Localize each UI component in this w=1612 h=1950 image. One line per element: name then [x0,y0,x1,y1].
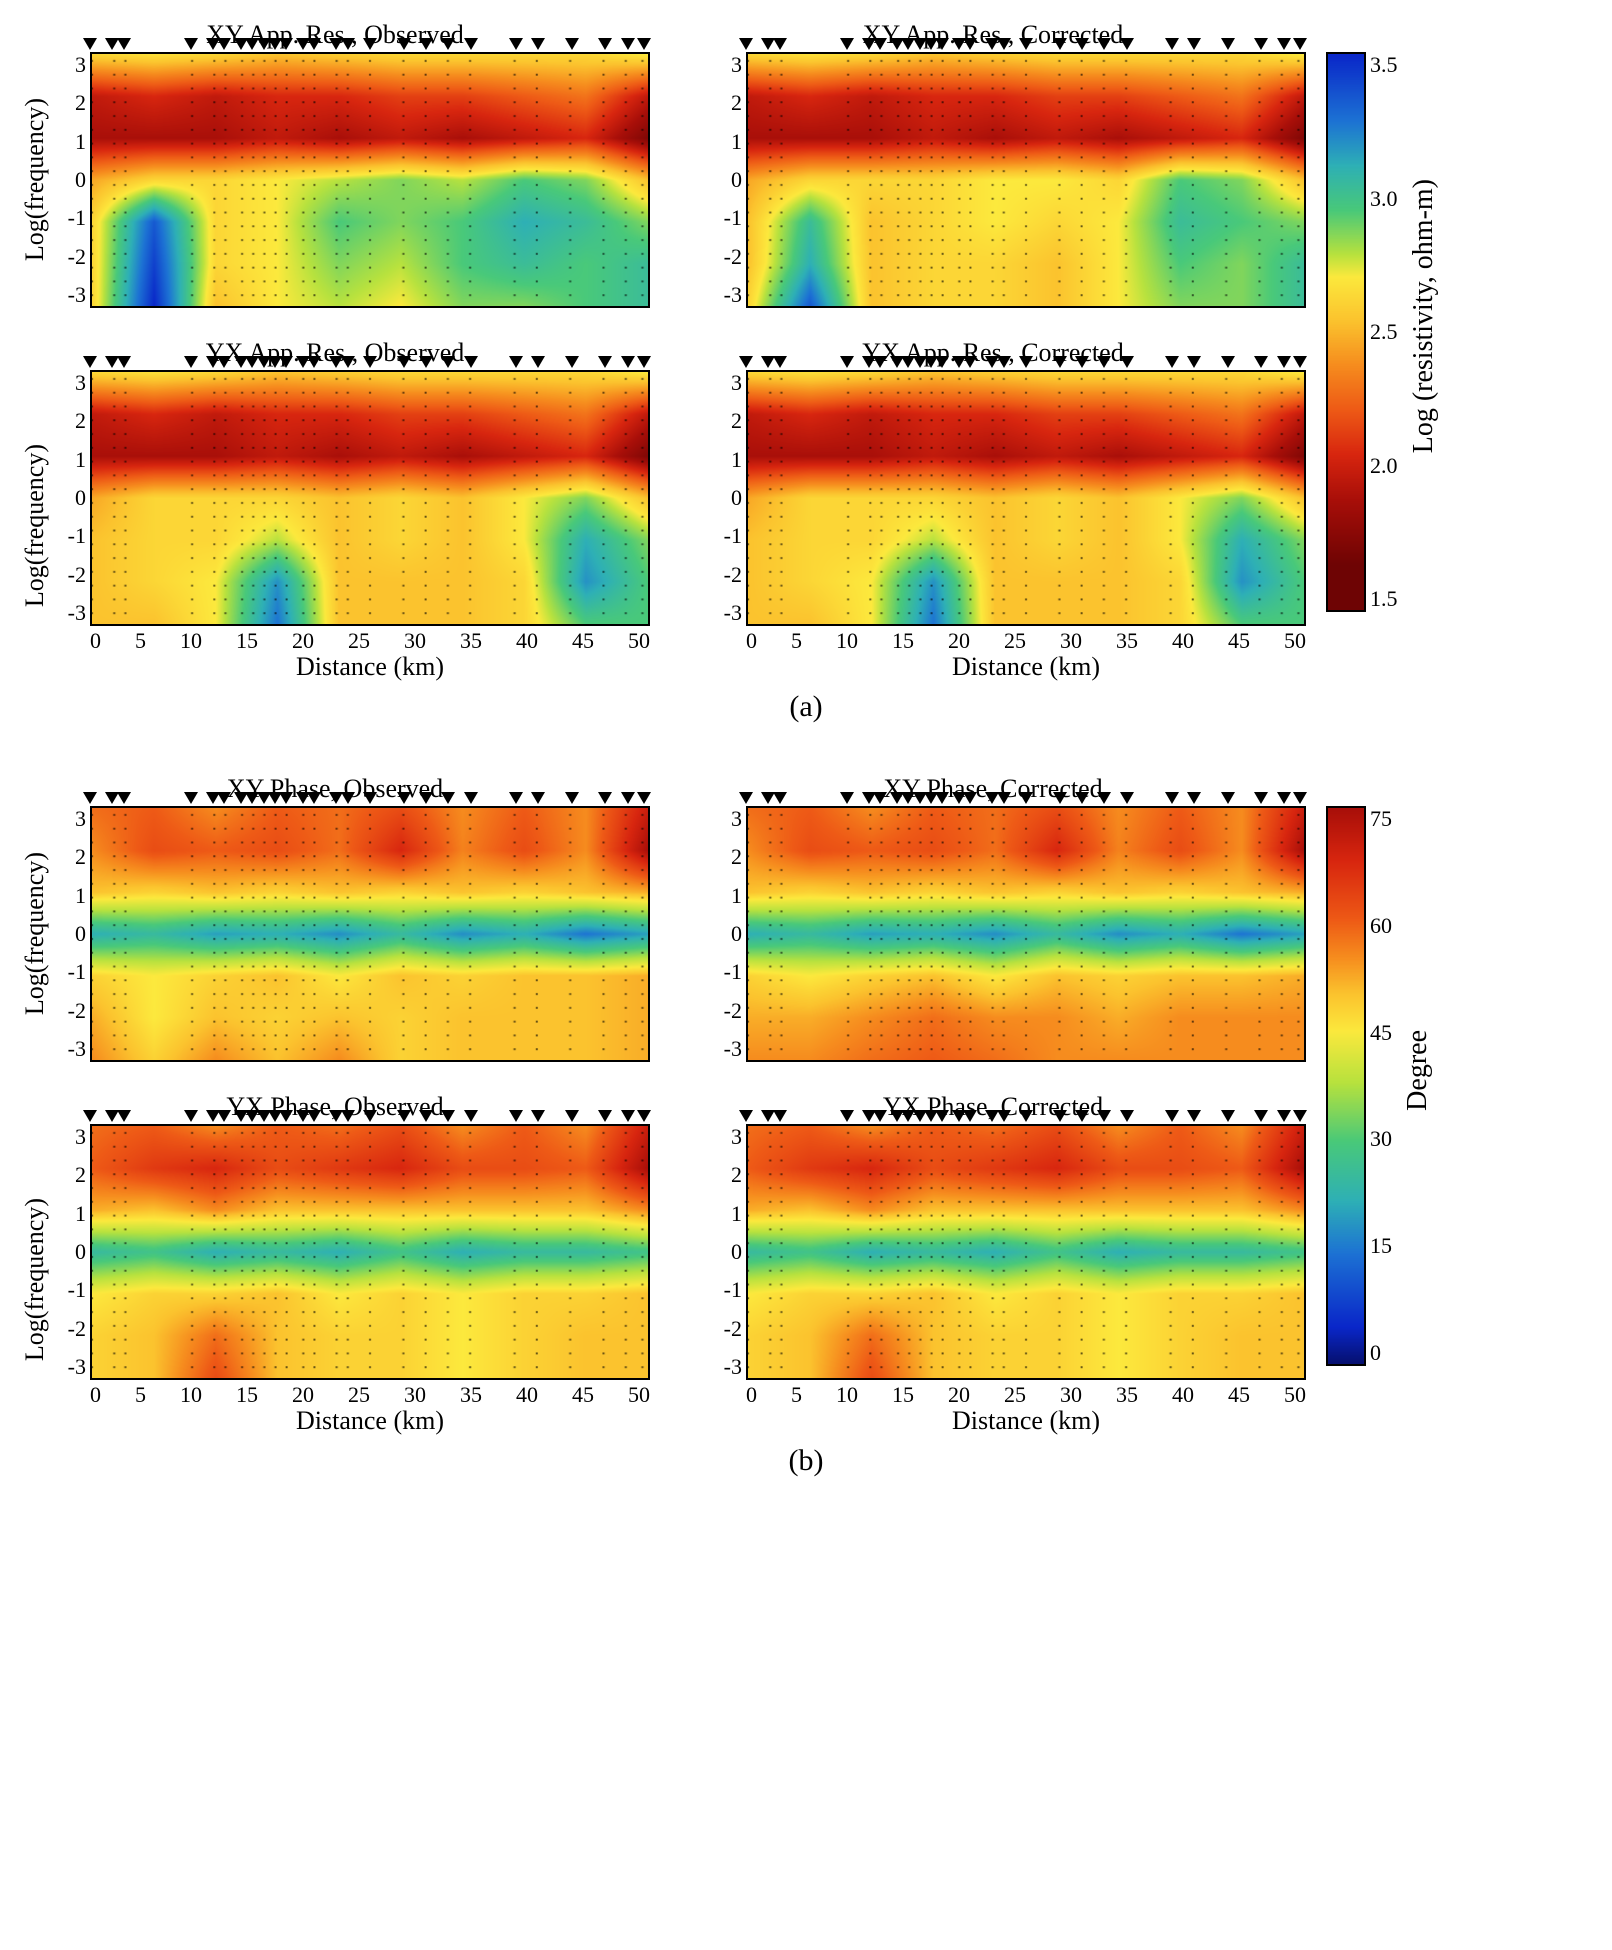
panel-xy-corrected: XY App. Res., Corrected 3210-1-2-3 [680,20,1306,308]
colorbar-resistivity: 3.53.02.52.01.5 Log (resistivity, ohm-m) [1326,20,1440,612]
panel-xy-observed: XY App. Res., Observed Log(frequency) 32… [20,20,650,308]
panel-xy-phase-observed: XY Phase, Observed Log(frequency) 3210-1… [20,774,650,1062]
figure-a: XY App. Res., Observed Log(frequency) 32… [20,20,1592,724]
xticks: 05101520253035404550 [746,1380,1306,1408]
panel-title: YX App. Res., Corrected [862,338,1123,368]
subfig-label: (a) [20,690,1592,724]
panel-yx-observed: YX App. Res., Observed Log(frequency) 32… [20,338,650,682]
xticks: 05101520253035404550 [90,626,650,654]
panel-title: XY App. Res., Observed [206,20,464,50]
pseudosection-canvas [90,1124,650,1380]
yticks: 3210-1-2-3 [710,52,746,308]
figure-b: XY Phase, Observed Log(frequency) 3210-1… [20,774,1592,1478]
colorbar-label: Degree [1402,1030,1434,1111]
panel-title: XY Phase, Corrected [883,774,1102,804]
yticks: 3210-1-2-3 [54,806,90,1062]
xlabel: Distance (km) [90,1406,650,1436]
colorbar-phase: 75604530150 Degree [1326,774,1434,1366]
colorbar-ticks: 3.53.02.52.01.5 [1366,52,1398,612]
xticks: 05101520253035404550 [90,1380,650,1408]
panel-title: YX Phase, Observed [226,1092,443,1122]
ylabel: Log(frequency) [20,852,50,1015]
panel-title: YX App. Res., Observed [206,338,465,368]
ylabel: Log(frequency) [20,98,50,261]
colorbar-canvas [1326,52,1366,612]
yticks: 3210-1-2-3 [710,806,746,1062]
pseudosection-canvas [90,370,650,626]
yticks: 3210-1-2-3 [710,1124,746,1380]
colorbar-canvas [1326,806,1366,1366]
pseudosection-canvas [90,806,650,1062]
colorbar-ticks: 75604530150 [1366,806,1392,1366]
colorbar-label: Log (resistivity, ohm-m) [1408,179,1440,453]
panel-yx-phase-corrected: YX Phase, Corrected 3210-1-2-3 [680,1092,1306,1436]
ylabel: Log(frequency) [20,1198,50,1361]
xlabel: Distance (km) [746,1406,1306,1436]
panel-title: XY App. Res., Corrected [863,20,1123,50]
pseudosection-canvas [746,52,1306,308]
ylabel: Log(frequency) [20,444,50,607]
xlabel: Distance (km) [746,652,1306,682]
pseudosection-canvas [746,1124,1306,1380]
yticks: 3210-1-2-3 [54,370,90,626]
panel-title: XY Phase, Observed [227,774,443,804]
yticks: 3210-1-2-3 [710,370,746,626]
panel-yx-phase-observed: YX Phase, Observed Log(frequency) 3210-1… [20,1092,650,1436]
panel-yx-corrected: YX App. Res., Corrected 3210-1-2-3 [680,338,1306,682]
xticks: 05101520253035404550 [746,626,1306,654]
yticks: 3210-1-2-3 [54,52,90,308]
pseudosection-canvas [90,52,650,308]
pseudosection-canvas [746,370,1306,626]
yticks: 3210-1-2-3 [54,1124,90,1380]
subfig-label: (b) [20,1444,1592,1478]
panel-title: YX Phase, Corrected [883,1092,1103,1122]
panel-xy-phase-corrected: XY Phase, Corrected 3210-1-2-3 [680,774,1306,1062]
pseudosection-canvas [746,806,1306,1062]
xlabel: Distance (km) [90,652,650,682]
